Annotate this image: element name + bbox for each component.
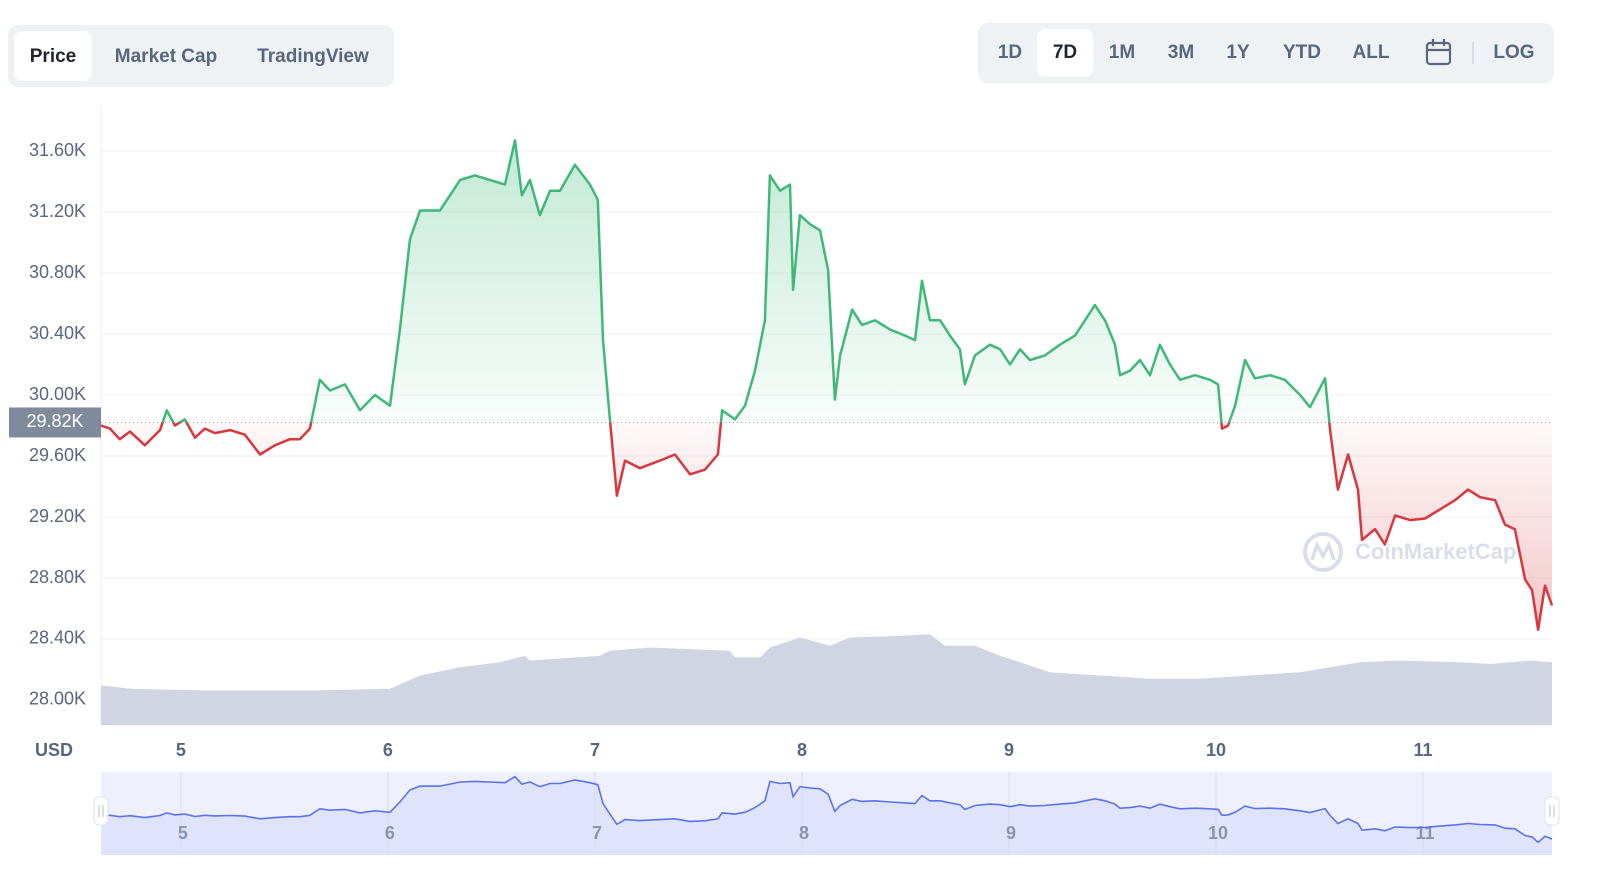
baseline-label: 29.82K — [26, 411, 83, 431]
navigator-tick-label: 10 — [1208, 823, 1228, 843]
range-button[interactable]: 1Y — [1226, 42, 1250, 63]
tab-highlight — [14, 31, 92, 81]
x-tick-label: 9 — [1004, 740, 1014, 760]
navigator-handle[interactable] — [1544, 796, 1560, 826]
navigator-area — [101, 776, 1552, 855]
watermark: CoinMarketCap — [1303, 532, 1516, 572]
x-tick-label: 7 — [590, 740, 600, 760]
navigator-tick-label: 8 — [799, 823, 809, 843]
range-button[interactable]: ALL — [1353, 42, 1390, 63]
navigator-tick-label: 5 — [178, 823, 188, 843]
price-area — [101, 140, 1552, 630]
y-tick-label: 28.00K — [29, 689, 86, 709]
range-button[interactable]: 3M — [1168, 42, 1194, 63]
watermark-text: CoinMarketCap — [1355, 539, 1516, 564]
baseline-label-box — [9, 407, 101, 438]
range-highlight — [1037, 29, 1093, 77]
y-tick-label: 28.80K — [29, 567, 86, 587]
y-tick-label: 29.20K — [29, 506, 86, 526]
navigator-tick-label: 11 — [1416, 823, 1435, 843]
y-tick-label: 30.40K — [29, 323, 86, 343]
range-button[interactable]: 1M — [1109, 42, 1135, 63]
range-button[interactable]: YTD — [1283, 42, 1321, 63]
y-tick-label: 28.40K — [29, 628, 86, 648]
log-toggle[interactable]: LOG — [1493, 42, 1534, 63]
x-tick-label: 8 — [797, 740, 807, 760]
y-tick-label: 30.00K — [29, 384, 86, 404]
navigator-tick-label: 7 — [592, 823, 602, 843]
tab-button[interactable]: TradingView — [257, 46, 369, 67]
y-tick-label: 31.20K — [29, 201, 86, 221]
tab-group — [8, 25, 394, 87]
x-tick-label: 10 — [1206, 740, 1226, 760]
y-tick-label: 30.80K — [29, 262, 86, 282]
x-tick-label: 5 — [176, 740, 186, 760]
navigator-line — [100, 775, 1553, 844]
y-tick-label: 31.60K — [29, 140, 86, 160]
y-tick-label: 29.60K — [29, 445, 86, 465]
navigator-tick-label: 9 — [1006, 823, 1016, 843]
navigator-handle[interactable] — [93, 796, 109, 826]
range-button[interactable]: 7D — [1053, 42, 1077, 63]
price-line — [100, 139, 1554, 632]
tab-button[interactable]: Market Cap — [115, 46, 217, 67]
calendar-icon[interactable] — [1425, 39, 1452, 66]
x-tick-label: 6 — [383, 740, 393, 760]
currency-label: USD — [35, 740, 73, 760]
tab-button[interactable]: Price — [30, 46, 76, 67]
navigator-tick-label: 6 — [385, 823, 395, 843]
x-tick-label: 11 — [1414, 740, 1433, 760]
volume-area — [101, 634, 1552, 725]
range-group — [978, 23, 1554, 83]
range-button[interactable]: 1D — [998, 42, 1022, 63]
